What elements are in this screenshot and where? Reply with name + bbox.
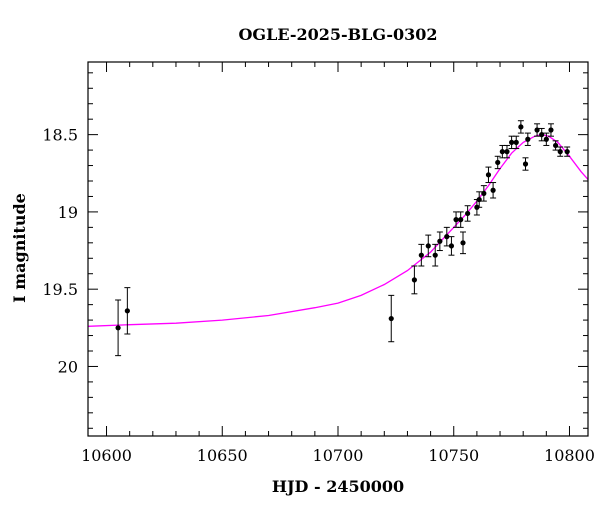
data-point: [548, 127, 554, 133]
axis-ticks: [88, 62, 588, 436]
model-curve-group: [88, 133, 588, 327]
data-point: [448, 243, 455, 249]
x-tick-label: 10650: [197, 446, 248, 465]
y-tick-label: 19.5: [42, 280, 78, 299]
data-point: [458, 217, 464, 223]
data-point: [557, 149, 563, 155]
y-tick-label: 18.5: [42, 126, 78, 145]
data-point: [476, 196, 482, 203]
data-point: [495, 159, 501, 166]
data-point: [518, 124, 524, 130]
x-axis-label: HJD - 2450000: [272, 477, 404, 496]
data-point: [525, 136, 531, 142]
data-point: [564, 149, 570, 155]
x-tick-label: 10600: [81, 446, 132, 465]
data-point: [115, 325, 121, 331]
data-point: [485, 172, 492, 178]
data-point: [465, 210, 471, 217]
data-point: [522, 161, 529, 167]
data-point: [432, 252, 438, 258]
data-point: [534, 127, 540, 133]
x-tick-label: 10750: [428, 446, 479, 465]
data-point: [490, 187, 496, 193]
axis-tick-labels: 10600 10650 10700 10750 10800 18.5 19 19.5 20: [42, 126, 595, 465]
y-axis-label: I magnitude: [10, 193, 29, 303]
plot-frame: [87, 61, 589, 437]
data-point: [453, 217, 459, 223]
data-point: [481, 190, 487, 196]
data-points-group: [115, 120, 571, 357]
y-tick-label: 20: [58, 357, 78, 376]
x-tick-label: 10800: [544, 446, 595, 465]
data-point: [411, 277, 417, 283]
data-point: [418, 252, 424, 258]
data-point: [509, 139, 515, 145]
data-point: [539, 132, 545, 138]
data-point: [504, 149, 510, 155]
chart-title: OGLE-2025-BLG-0302: [238, 25, 437, 44]
data-point: [499, 149, 505, 155]
y-tick-label: 19: [58, 203, 78, 222]
model-curve: [88, 133, 588, 327]
data-point: [444, 234, 450, 240]
data-point: [124, 308, 130, 314]
data-point: [543, 136, 549, 142]
x-tick-label: 10700: [313, 446, 364, 465]
data-point: [552, 142, 559, 149]
data-point: [388, 315, 394, 322]
data-point: [513, 139, 519, 145]
data-point: [437, 238, 443, 244]
data-point: [460, 240, 466, 246]
data-point: [425, 243, 431, 249]
